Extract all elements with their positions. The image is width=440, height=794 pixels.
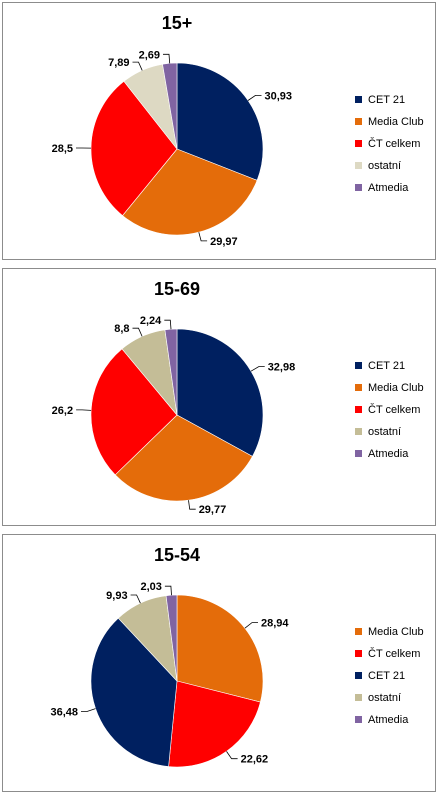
legend-label-ct-celkem: ČT celkem [368,647,420,660]
legend-label-media-club: Media Club [368,116,424,128]
legend-swatch-ct-celkem [355,650,362,657]
pie-slice-media-club [122,148,258,236]
pie-slice-media-club [114,414,253,502]
legend-swatch-cet-21 [355,96,362,103]
data-label-ct-celkem: 22,62 [241,754,269,766]
legend-swatch-media-club [355,628,362,635]
chart-title: 15-69 [154,279,200,299]
pie-chart-15-plus: 15+ 30,93 29,97 28,5 7,89 2,69 CET 21 Media Clu… [52,13,424,248]
data-label-media-club: 28,94 [261,618,289,630]
chart-panel-1: 15+ 30,93 29,97 28,5 7,89 2,69 CET 21 Media Clu… [2,2,436,260]
leader-line [188,500,196,510]
leader-line [164,319,172,330]
legend-label-atmedia: Atmedia [368,182,409,194]
pie-slice-ct-celkem [90,80,178,216]
legend-label-atmedia: Atmedia [368,448,409,460]
legend-swatch-atmedia [355,716,362,723]
leader-line [81,708,96,712]
data-label-atmedia: 2,69 [139,49,160,61]
pie-slice-atmedia [164,328,178,416]
legend-swatch-cet-21 [355,362,362,369]
legend-swatch-atmedia [355,450,362,457]
legend-swatch-ostatni [355,428,362,435]
leader-line [130,594,141,604]
leader-line [132,327,143,337]
legend-swatch-ct-celkem [355,140,362,147]
legend-swatch-media-club [355,384,362,391]
legend-swatch-media-club [355,118,362,125]
leader-line [226,751,238,760]
data-label-ostatni: 7,89 [108,57,129,69]
pie-slice-cet-21 [90,617,178,767]
data-label-cet-21: 30,93 [265,90,293,102]
legend-label-ct-celkem: ČT celkem [368,403,420,416]
legend-swatch-ostatni [355,694,362,701]
legend-label-atmedia: Atmedia [368,714,409,726]
legend-swatch-cet-21 [355,672,362,679]
leader-line [76,409,92,411]
data-label-ostatni: 8,8 [114,323,129,335]
legend-label-cet-21: CET 21 [368,360,405,372]
leader-line [247,95,262,101]
chart-title: 15-54 [154,545,200,565]
legend-label-ct-celkem: ČT celkem [368,137,420,150]
legend-swatch-ostatni [355,162,362,169]
data-label-ct-celkem: 26,2 [52,405,73,417]
data-label-atmedia: 2,24 [140,315,162,327]
pie-slice-ct-celkem [168,680,261,768]
pie-slice-media-club [176,594,264,703]
legend-label-ostatni: ostatní [368,160,401,172]
leader-line [198,232,208,242]
data-label-ostatni: 9,93 [106,590,127,602]
pie-chart-15-54: 15-54 28,94 22,62 36,48 9,93 2,03 Media Club ČT… [50,545,424,768]
legend-label-cet-21: CET 21 [368,94,405,106]
chart-panel-2: 15-69 32,98 29,77 26,2 8,8 2,24 CET 21 Media Cl… [2,268,436,526]
chart-title: 15+ [162,13,193,33]
data-label-cet-21: 36,48 [50,707,78,719]
legend-label-cet-21: CET 21 [368,670,405,682]
leader-line [250,366,265,372]
data-label-atmedia: 2,03 [140,581,161,593]
chart-panel-3: 15-54 28,94 22,62 36,48 9,93 2,03 Media Club ČT… [2,534,436,792]
pie-slice-atmedia [162,62,178,150]
data-label-cet-21: 32,98 [268,362,296,374]
leader-line [164,585,172,596]
legend-label-ostatni: ostatní [368,426,401,438]
data-label-media-club: 29,97 [210,236,238,248]
pie-slice-ct-celkem [90,348,178,476]
legend-swatch-ct-celkem [355,406,362,413]
pie-chart-15-69: 15-69 32,98 29,77 26,2 8,8 2,24 CET 21 Media Cl… [52,279,424,516]
legend-swatch-atmedia [355,184,362,191]
legend-label-media-club: Media Club [368,626,424,638]
leader-line [244,622,258,629]
data-label-ct-celkem: 28,5 [52,143,73,155]
leader-line [163,53,171,64]
data-label-media-club: 29,77 [199,504,227,516]
leader-line [132,61,143,71]
legend-label-media-club: Media Club [368,382,424,394]
legend-label-ostatni: ostatní [368,692,401,704]
